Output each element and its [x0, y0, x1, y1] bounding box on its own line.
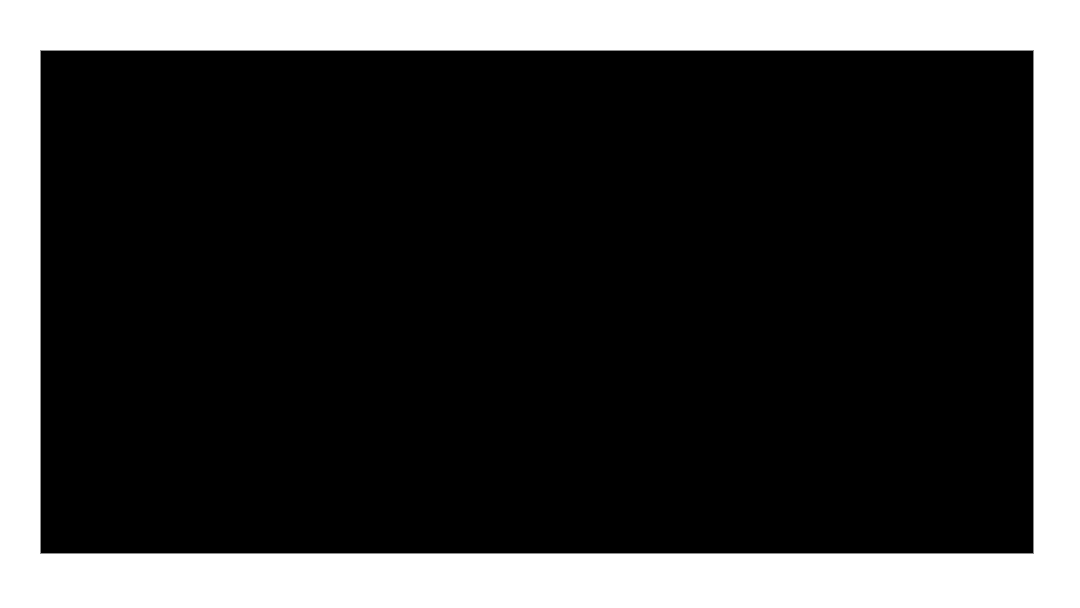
black-screen-area	[40, 50, 1034, 554]
